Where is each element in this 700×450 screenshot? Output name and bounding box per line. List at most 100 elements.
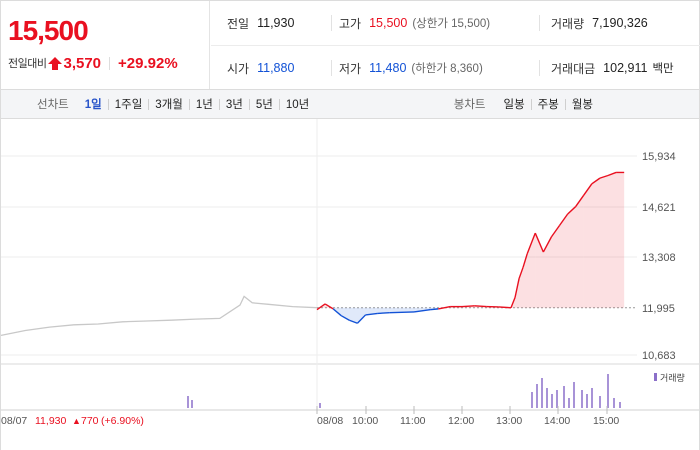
today-series-segment xyxy=(526,232,536,255)
today-area xyxy=(377,307,390,314)
divider xyxy=(564,98,566,110)
x-tick-label: 08/07 xyxy=(1,415,27,427)
period-1w-tab[interactable]: 1주일 xyxy=(114,99,143,111)
x-tick-label: 11:00 xyxy=(400,415,426,427)
y-tick-label: 14,621 xyxy=(642,202,676,214)
period-1y-tab[interactable]: 1년 xyxy=(195,99,213,111)
x-tick-label: 10:00 xyxy=(352,415,378,427)
candle-daily-tab[interactable]: 일봉 xyxy=(503,99,525,111)
low-label: 저가 xyxy=(339,61,362,76)
today-area xyxy=(357,307,366,324)
x-tick-label: 14:00 xyxy=(544,415,570,427)
today-series-segment xyxy=(430,308,439,311)
today-area xyxy=(543,236,552,308)
lower-limit: (하한가 8,360) xyxy=(411,63,483,75)
divider xyxy=(107,98,109,110)
volume-bar xyxy=(319,403,321,408)
today-series-segment xyxy=(510,297,516,308)
today-area xyxy=(551,225,560,308)
today-series-segment xyxy=(583,183,593,196)
up-triangle-icon: ▲ xyxy=(72,416,81,426)
trade-value: 거래대금 102,911 백만 xyxy=(551,46,674,90)
divider xyxy=(530,98,532,110)
change-amount: 3,570 xyxy=(63,54,102,72)
open-price: 시가 11,880 xyxy=(227,46,294,90)
info-grid: 전일 11,930 고가 15,500 (상한가 15,500) 거래량 7,1… xyxy=(211,1,700,90)
today-series-segment xyxy=(498,306,512,309)
today-area xyxy=(583,183,592,308)
period-3m-tab[interactable]: 3개월 xyxy=(155,99,183,111)
volume: 거래량 7,190,326 xyxy=(551,1,648,45)
current-price: 15,500 xyxy=(8,15,89,46)
line-chart-label: 선차트 xyxy=(37,99,69,111)
divider xyxy=(278,98,280,110)
change-label: 전일대비 xyxy=(8,57,47,70)
open-value: 11,880 xyxy=(257,61,295,75)
change-row: 전일대비 3,570 +29.92% xyxy=(8,53,178,73)
prev-close-label: 전일 xyxy=(227,16,250,31)
today-series-segment xyxy=(607,171,617,177)
today-series-segment xyxy=(324,303,334,310)
y-tick-label: 11,995 xyxy=(642,303,675,315)
prev-day-change: 770 xyxy=(81,415,99,427)
today-series-segment xyxy=(567,206,577,215)
y-tick-label: 10,683 xyxy=(642,350,676,362)
today-series-segment xyxy=(558,213,569,226)
today-series-segment xyxy=(534,232,544,253)
volume-bar xyxy=(613,398,615,408)
today-area xyxy=(575,195,584,308)
divider xyxy=(248,98,250,110)
today-series-segment xyxy=(518,266,524,279)
up-arrow-icon xyxy=(48,56,63,70)
prev-day-close: 11,930 xyxy=(35,415,66,427)
y-tick-label: 13,308 xyxy=(642,252,676,264)
x-tick-label: 15:00 xyxy=(593,415,619,427)
volume-legend: 거래량 xyxy=(660,372,685,383)
volume-bar xyxy=(187,396,189,408)
x-tick-label: 08/08 xyxy=(317,415,343,427)
volume-value: 7,190,326 xyxy=(592,16,648,30)
volume-bar xyxy=(536,384,538,408)
volume-bar xyxy=(546,388,548,408)
today-area xyxy=(341,307,350,321)
divider xyxy=(331,60,332,76)
candle-monthly-tab[interactable]: 월봉 xyxy=(571,99,593,111)
divider xyxy=(211,45,700,46)
volume-bar xyxy=(586,394,588,408)
today-series-segment xyxy=(356,314,367,324)
volume-bar xyxy=(591,388,593,408)
trade-value-label: 거래대금 xyxy=(551,61,596,76)
divider xyxy=(539,60,540,76)
today-series-segment xyxy=(349,319,358,324)
high-price: 고가 15,500 (상한가 15,500) xyxy=(339,1,490,45)
volume-bar xyxy=(599,396,601,408)
today-series-segment xyxy=(340,315,350,321)
period-5y-tab[interactable]: 5년 xyxy=(255,99,273,111)
open-label: 시가 xyxy=(227,61,250,76)
today-area xyxy=(527,233,536,308)
price-chart-svg: 15,934 14,621 13,308 11,995 10,683 거래량 0… xyxy=(0,119,699,427)
trade-value-value: 102,911 xyxy=(603,61,648,75)
y-tick-label: 15,934 xyxy=(642,151,676,163)
divider xyxy=(188,98,190,110)
trade-value-unit: 백만 xyxy=(652,63,674,75)
today-series-segment xyxy=(522,253,528,268)
volume-bar xyxy=(551,394,553,408)
volume-bar xyxy=(581,390,583,408)
divider xyxy=(331,15,332,31)
today-area xyxy=(567,206,576,308)
period-3y-tab[interactable]: 3년 xyxy=(225,99,243,111)
today-series-segment xyxy=(514,278,520,298)
today-series-segment xyxy=(389,311,415,314)
volume-bar xyxy=(573,382,575,408)
period-10y-tab[interactable]: 10년 xyxy=(285,99,310,111)
volume-bar xyxy=(619,402,621,408)
price-chart: 15,934 14,621 13,308 11,995 10,683 거래량 0… xyxy=(0,119,700,450)
quote-header: 15,500 전일대비 3,570 +29.92% 전일 11,930 고가 1… xyxy=(0,0,700,90)
volume-bar xyxy=(531,392,533,408)
candle-weekly-tab[interactable]: 주봉 xyxy=(537,99,559,111)
divider xyxy=(218,98,220,110)
high-value: 15,500 xyxy=(369,16,408,30)
period-1d-tab[interactable]: 1일 xyxy=(84,99,102,111)
price-box: 15,500 전일대비 3,570 +29.92% xyxy=(1,1,210,90)
